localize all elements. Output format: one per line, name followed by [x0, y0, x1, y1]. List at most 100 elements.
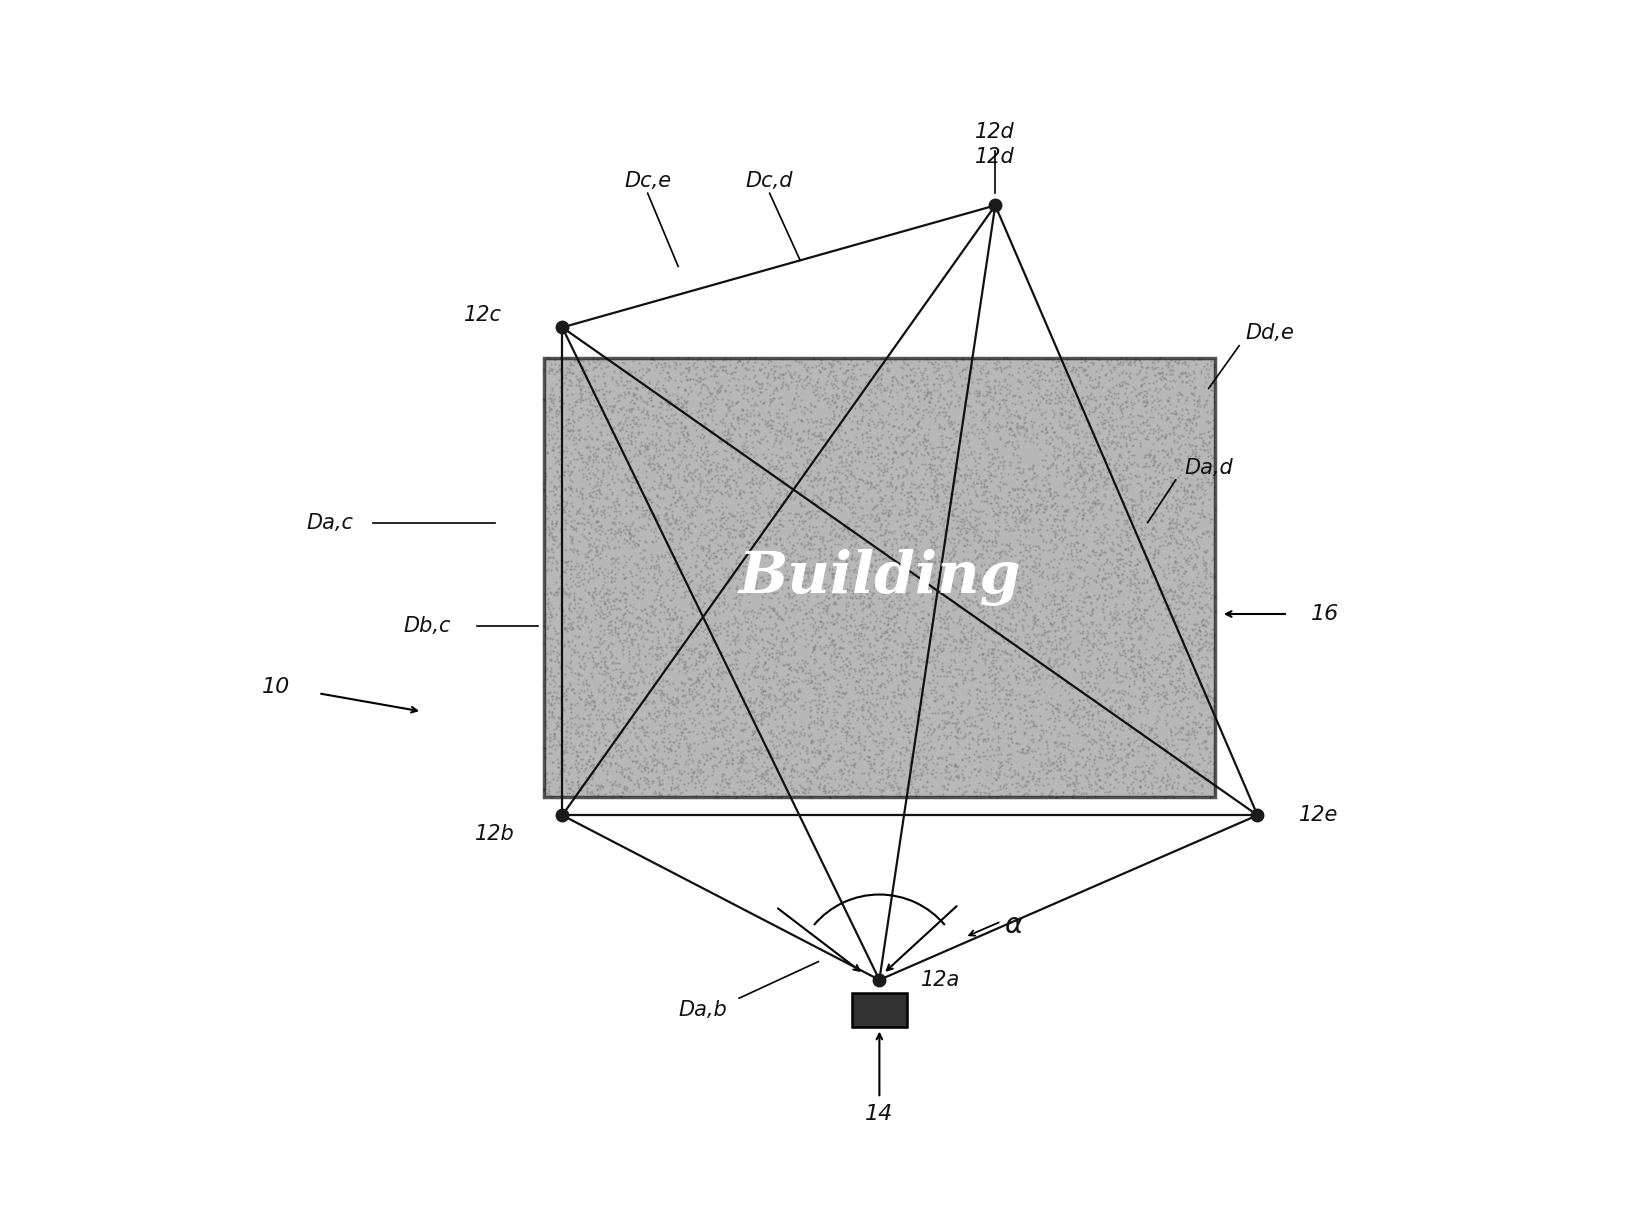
- Point: [793, 399, 819, 419]
- Point: [662, 409, 689, 429]
- Point: [1009, 786, 1035, 806]
- Point: [733, 553, 760, 572]
- Point: [593, 597, 620, 616]
- Point: [1033, 381, 1060, 400]
- Point: [742, 486, 768, 506]
- Point: [859, 583, 885, 603]
- Point: [692, 465, 719, 485]
- Point: [574, 740, 600, 760]
- Point: [1185, 702, 1211, 722]
- Point: [1028, 755, 1055, 775]
- Point: [626, 354, 653, 373]
- Point: [600, 400, 626, 420]
- Point: [610, 782, 636, 802]
- Point: [559, 616, 585, 636]
- Point: [751, 702, 778, 722]
- Point: [773, 785, 799, 804]
- Point: [709, 515, 735, 534]
- Point: [824, 742, 850, 761]
- Point: [939, 435, 966, 454]
- Point: [574, 459, 600, 479]
- Point: [550, 393, 577, 413]
- Point: [1074, 445, 1101, 464]
- Point: [654, 513, 681, 533]
- Point: [719, 736, 745, 755]
- Point: [845, 575, 872, 594]
- Point: [603, 488, 630, 507]
- Point: [989, 467, 1015, 486]
- Point: [707, 623, 733, 642]
- Point: [855, 389, 882, 409]
- Point: [826, 453, 852, 473]
- Point: [986, 549, 1012, 569]
- Point: [1030, 596, 1056, 615]
- Point: [1032, 451, 1058, 470]
- Point: [1093, 643, 1119, 663]
- Point: [928, 402, 954, 421]
- Point: [610, 766, 636, 786]
- Point: [610, 662, 636, 682]
- Point: [791, 535, 817, 555]
- Point: [1157, 371, 1183, 391]
- Point: [1152, 682, 1178, 701]
- Point: [951, 599, 977, 619]
- Point: [849, 470, 875, 490]
- Point: [1116, 717, 1142, 737]
- Point: [1073, 553, 1099, 572]
- Point: [597, 685, 623, 705]
- Point: [763, 534, 789, 554]
- Point: [934, 695, 961, 715]
- Point: [1098, 632, 1124, 652]
- Point: [949, 632, 976, 652]
- Point: [763, 496, 789, 516]
- Point: [1025, 666, 1051, 685]
- Point: [578, 663, 605, 683]
- Point: [1040, 720, 1066, 739]
- Point: [590, 404, 616, 424]
- Point: [720, 696, 747, 716]
- Point: [997, 546, 1023, 566]
- Point: [791, 670, 817, 690]
- Point: [1170, 718, 1196, 738]
- Point: [580, 764, 606, 783]
- Point: [892, 418, 918, 437]
- Point: [684, 753, 710, 772]
- Point: [880, 745, 906, 765]
- Point: [1088, 411, 1114, 431]
- Point: [976, 443, 1002, 463]
- Point: [656, 529, 682, 549]
- Point: [938, 680, 964, 700]
- Point: [1147, 476, 1173, 496]
- Point: [868, 651, 895, 670]
- Point: [949, 445, 976, 464]
- Point: [611, 465, 638, 485]
- Point: [750, 459, 776, 479]
- Point: [821, 630, 847, 650]
- Point: [1028, 405, 1055, 425]
- Point: [702, 625, 728, 645]
- Point: [587, 352, 613, 372]
- Point: [740, 658, 766, 678]
- Point: [943, 673, 969, 693]
- Point: [692, 609, 719, 629]
- Point: [1070, 438, 1096, 458]
- Point: [620, 526, 646, 545]
- Point: [1140, 551, 1167, 571]
- Point: [897, 405, 923, 425]
- Point: [1022, 612, 1048, 631]
- Point: [610, 529, 636, 549]
- Point: [679, 469, 705, 489]
- Point: [565, 532, 592, 551]
- Point: [1187, 674, 1213, 694]
- Point: [1180, 386, 1206, 405]
- Point: [705, 712, 732, 732]
- Point: [748, 599, 775, 619]
- Point: [890, 683, 916, 702]
- Point: [606, 710, 633, 729]
- Point: [788, 550, 814, 570]
- Point: [1162, 403, 1188, 422]
- Point: [855, 410, 882, 430]
- Point: [700, 459, 727, 479]
- Point: [1007, 543, 1033, 562]
- Point: [1140, 391, 1167, 410]
